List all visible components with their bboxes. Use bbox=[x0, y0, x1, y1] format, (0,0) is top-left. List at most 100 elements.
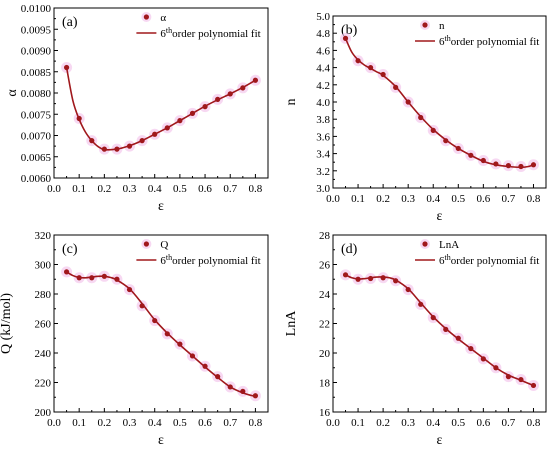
data-point-series-0 bbox=[114, 276, 120, 282]
data-point-series-0 bbox=[101, 273, 107, 279]
fit-curve-series-1 bbox=[345, 274, 534, 387]
chart-panel-b: 0.0 0.1 0.2 0.3 0.4 0.5 0.6 0.7 0.8 3.0 3.2 3.4 3.6 3… bbox=[284, 11, 547, 224]
y-tick-label: 320 bbox=[35, 230, 52, 242]
legend-marker-label: Q bbox=[160, 239, 168, 251]
x-tick-label: 0.8 bbox=[249, 417, 263, 429]
data-point-series-0 bbox=[139, 303, 145, 309]
y-tick-label: 22 bbox=[319, 319, 330, 331]
data-point-series-0 bbox=[430, 315, 436, 321]
data-point-series-0 bbox=[152, 131, 158, 137]
data-point-series-0 bbox=[126, 143, 133, 149]
y-tick-label: 0.0095 bbox=[21, 24, 52, 36]
data-point-series-0 bbox=[76, 115, 82, 122]
y-tick-label: 0.0060 bbox=[21, 173, 52, 185]
y-tick-label: 280 bbox=[35, 289, 52, 301]
x-tick-label: 0.7 bbox=[223, 183, 237, 195]
data-point-series-0 bbox=[164, 331, 170, 337]
y-tick-label: 20 bbox=[319, 348, 331, 360]
data-point-series-0 bbox=[240, 85, 246, 91]
data-point-series-0 bbox=[355, 276, 361, 282]
y-axis-title: n bbox=[284, 99, 299, 106]
data-point-series-0 bbox=[114, 146, 120, 152]
y-tick-label: 0.0080 bbox=[21, 88, 52, 100]
data-point-series-0 bbox=[518, 376, 524, 383]
data-point-series-0 bbox=[215, 96, 221, 102]
legend-marker-label: n bbox=[439, 20, 445, 32]
data-point-series-0 bbox=[418, 301, 424, 307]
data-point-series-0 bbox=[430, 127, 436, 133]
x-tick-label: 0.6 bbox=[476, 193, 490, 205]
legend-fit-label-text: order polynomial fit bbox=[172, 255, 261, 267]
data-point-series-0 bbox=[480, 157, 486, 164]
y-tick-label: 0.0100 bbox=[21, 3, 52, 15]
chart-panel-d: 0.0 0.1 0.2 0.3 0.4 0.5 0.6 0.7 0.8 16 18 20 22 24 26 2… bbox=[284, 230, 547, 448]
data-point-series-0 bbox=[202, 104, 208, 110]
data-point-series-0 bbox=[342, 272, 349, 278]
y-tick-label: 4.8 bbox=[316, 28, 330, 40]
data-point-series-0 bbox=[202, 363, 208, 369]
data-point-series-0 bbox=[189, 353, 196, 359]
y-tick-label: 24 bbox=[319, 289, 331, 301]
legend: Q 6thorder polynomial fit bbox=[136, 239, 261, 267]
x-tick-label: 0.0 bbox=[326, 193, 340, 205]
legend-fit-label-text: order polynomial fit bbox=[451, 36, 540, 48]
y-axis-title: Q (kJ/mol) bbox=[0, 293, 14, 354]
x-tick-label: 0.2 bbox=[376, 193, 390, 205]
x-tick-label: 0.2 bbox=[97, 183, 111, 195]
data-point-series-0 bbox=[227, 91, 233, 97]
x-tick-label: 0.4 bbox=[148, 417, 162, 429]
y-tick-label: 4.6 bbox=[316, 45, 330, 57]
data-point-series-0 bbox=[76, 275, 82, 281]
x-tick-label: 0.4 bbox=[426, 417, 440, 429]
y-tick-label: 0.0085 bbox=[21, 67, 52, 79]
x-tick-label: 0.6 bbox=[198, 183, 212, 195]
chart-panel-c: 0.0 0.1 0.2 0.3 0.4 0.5 0.6 0.7 0.8 200 220 240 260 2… bbox=[0, 230, 269, 448]
data-point-series-0 bbox=[480, 356, 486, 362]
x-axis-title: ε bbox=[158, 433, 164, 448]
legend-fit-label-sup: th bbox=[166, 253, 172, 262]
x-tick-label: 0.3 bbox=[123, 183, 137, 195]
legend: n 6thorder polynomial fit bbox=[415, 20, 539, 48]
data-point-series-0 bbox=[126, 286, 133, 293]
x-tick-label: 0.6 bbox=[476, 417, 490, 429]
data-point-series-0 bbox=[518, 163, 524, 170]
x-tick-label: 0.6 bbox=[198, 417, 212, 429]
data-point-series-0 bbox=[493, 161, 499, 167]
data-point-series-0 bbox=[493, 365, 499, 371]
data-point-series-0 bbox=[380, 71, 386, 78]
data-point-series-0 bbox=[393, 278, 399, 284]
legend-marker-label: LnA bbox=[439, 239, 459, 251]
y-tick-label: 200 bbox=[35, 407, 52, 419]
y-tick-label: 5.0 bbox=[316, 11, 330, 23]
fit-curve-series-1 bbox=[66, 271, 256, 398]
x-tick-label: 0.0 bbox=[47, 417, 61, 429]
y-tick-label: 28 bbox=[319, 230, 331, 242]
fit-curve-series-1 bbox=[344, 38, 534, 169]
x-tick-label: 0.8 bbox=[249, 183, 263, 195]
data-point-series-0 bbox=[505, 163, 512, 169]
y-tick-label: 4.2 bbox=[316, 80, 330, 92]
legend-fit-label-num: 6 bbox=[160, 255, 166, 267]
x-tick-label: 0.5 bbox=[451, 417, 465, 429]
y-tick-label: 0.0090 bbox=[21, 46, 52, 58]
data-point-series-0 bbox=[405, 99, 411, 105]
data-point-series-0 bbox=[443, 326, 449, 332]
y-tick-label: 0.0070 bbox=[21, 131, 52, 143]
y-tick-label: 3.8 bbox=[316, 114, 330, 126]
legend-fit-label-text: order polynomial fit bbox=[451, 255, 540, 267]
data-point-series-0 bbox=[63, 269, 70, 275]
y-tick-label: 300 bbox=[35, 260, 52, 272]
legend-marker bbox=[422, 241, 428, 247]
legend: α 6thorder polynomial fit bbox=[136, 12, 261, 40]
y-axis-title: LnA bbox=[284, 310, 299, 337]
x-axis-title: ε bbox=[158, 199, 164, 214]
x-tick-label: 0.2 bbox=[97, 417, 111, 429]
legend-fit-label-sup: th bbox=[445, 253, 451, 262]
data-point-series-0 bbox=[455, 145, 461, 152]
x-tick-label: 0.3 bbox=[401, 193, 415, 205]
x-axis-title: ε bbox=[437, 209, 443, 224]
x-tick-label: 0.5 bbox=[451, 193, 465, 205]
data-point-series-0 bbox=[530, 382, 537, 389]
data-point-series-0 bbox=[240, 388, 246, 394]
